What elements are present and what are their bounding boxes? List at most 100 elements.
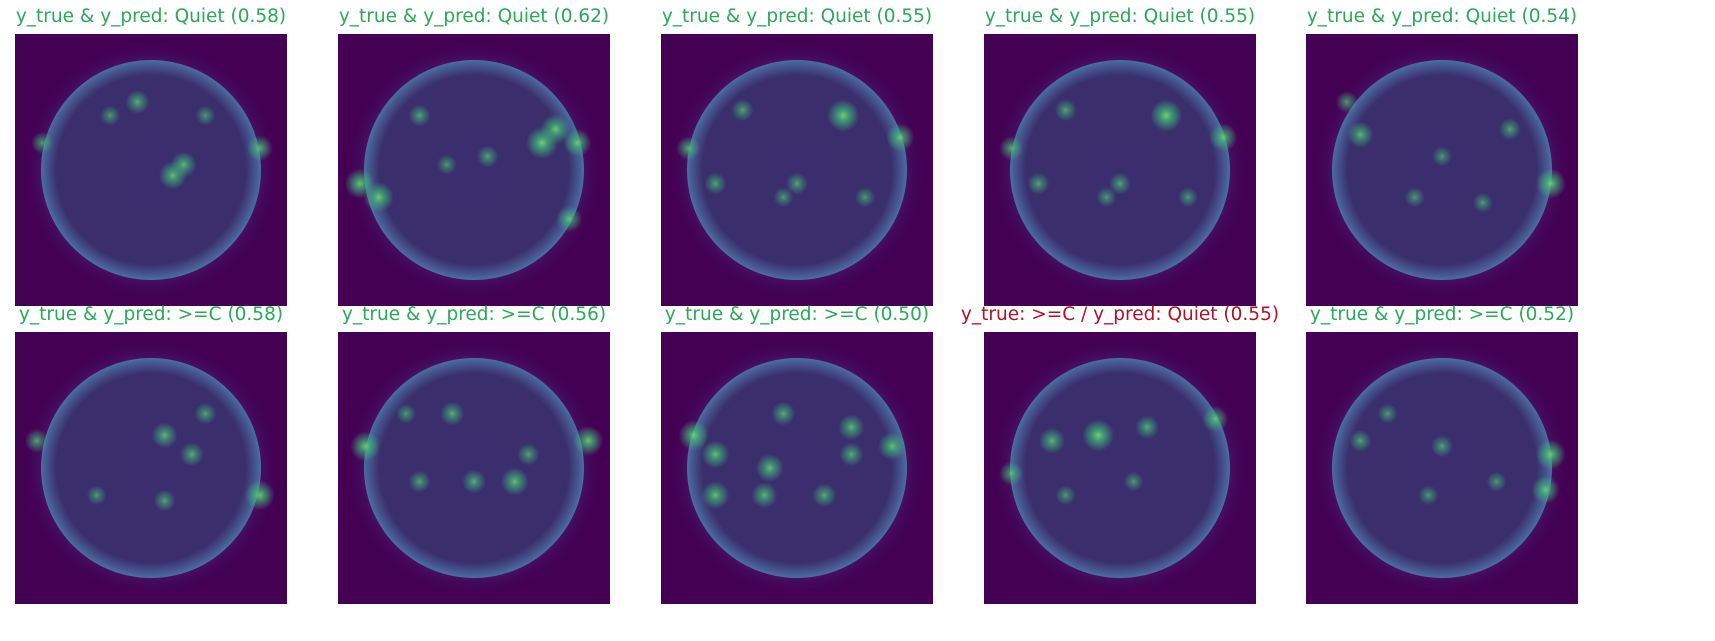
active-region xyxy=(999,136,1024,161)
active-region xyxy=(1404,187,1425,208)
active-region xyxy=(1123,471,1144,492)
active-region xyxy=(179,442,204,467)
active-region xyxy=(363,182,394,213)
solar-disk-image xyxy=(661,34,933,306)
solar-disk-image xyxy=(1306,34,1578,306)
panel-title: y_true & y_pred: Quiet (0.55) xyxy=(661,6,933,27)
active-region xyxy=(31,131,54,154)
active-region xyxy=(1431,435,1453,458)
panel-title: y_true & y_pred: Quiet (0.58) xyxy=(15,6,287,27)
panel-title: y_true & y_pred: >=C (0.58) xyxy=(18,304,284,325)
active-region xyxy=(755,454,784,482)
panel-title: y_true & y_pred: Quiet (0.55) xyxy=(984,6,1256,27)
active-region xyxy=(1135,415,1160,440)
active-region xyxy=(999,461,1024,486)
panel-3: y_true & y_pred: Quiet (0.55) xyxy=(661,0,933,312)
active-region xyxy=(773,187,794,208)
active-region xyxy=(1178,187,1198,208)
panel-8: y_true & y_pred: >=C (0.50) xyxy=(661,298,933,610)
active-region xyxy=(563,128,592,157)
solar-disk xyxy=(364,60,584,280)
solar-disk-image xyxy=(15,34,287,306)
active-region xyxy=(1054,99,1077,122)
solar-disk-image xyxy=(1306,332,1578,604)
active-region xyxy=(1039,427,1065,454)
active-region xyxy=(396,403,416,424)
active-region xyxy=(1535,439,1566,470)
panel-title: y_true & y_pred: >=C (0.52) xyxy=(1309,304,1575,325)
active-region xyxy=(786,172,808,195)
active-region xyxy=(556,205,583,232)
active-region xyxy=(1055,485,1076,506)
active-region xyxy=(1109,172,1131,195)
active-region xyxy=(886,123,915,152)
solar-disk xyxy=(364,358,584,578)
active-region xyxy=(408,470,431,493)
active-region xyxy=(676,136,701,161)
active-region xyxy=(125,90,150,114)
solar-disk-image xyxy=(984,332,1256,604)
panel-6: y_true & y_pred: >=C (0.58) xyxy=(15,298,287,610)
active-region xyxy=(678,420,709,451)
active-region xyxy=(1150,99,1183,132)
active-region xyxy=(573,425,604,456)
active-region xyxy=(194,402,217,425)
active-region xyxy=(1499,118,1521,141)
active-region xyxy=(1209,123,1238,152)
panel-1: y_true & y_pred: Quiet (0.58) xyxy=(15,0,287,312)
active-region xyxy=(701,440,730,469)
active-region xyxy=(1027,172,1050,195)
active-region xyxy=(1349,429,1372,452)
active-region xyxy=(771,401,796,426)
active-region xyxy=(701,481,730,510)
active-region xyxy=(731,99,754,122)
active-region xyxy=(24,428,49,453)
active-region xyxy=(151,422,178,449)
solar-disk xyxy=(1332,60,1552,280)
panel-title: y_true & y_pred: >=C (0.56) xyxy=(341,304,607,325)
active-region xyxy=(1202,406,1229,433)
active-region xyxy=(436,154,457,175)
active-region xyxy=(86,485,107,506)
active-region xyxy=(244,480,275,511)
solar-disk-image xyxy=(15,332,287,604)
solar-disk-image xyxy=(661,332,933,604)
panel-5: y_true & y_pred: Quiet (0.54) xyxy=(1306,0,1578,312)
solar-disk-image xyxy=(338,332,610,604)
panel-title: y_true & y_pred: Quiet (0.54) xyxy=(1306,6,1578,27)
active-region xyxy=(1418,485,1439,506)
active-region xyxy=(1082,419,1115,452)
active-region xyxy=(878,432,907,461)
active-region xyxy=(1096,187,1117,208)
panel-10: y_true & y_pred: >=C (0.52) xyxy=(1306,298,1578,610)
active-region xyxy=(100,105,121,126)
active-region xyxy=(170,151,197,178)
panel-title: y_true: >=C / y_pred: Quiet (0.55) xyxy=(960,304,1280,325)
panel-2: y_true & y_pred: Quiet (0.62) xyxy=(338,0,610,312)
active-region xyxy=(1347,121,1374,148)
active-region xyxy=(350,431,381,462)
active-region xyxy=(1472,192,1493,213)
active-region xyxy=(1531,475,1560,504)
solar-disk-image xyxy=(984,34,1256,306)
active-region xyxy=(476,145,499,168)
active-region xyxy=(462,469,486,494)
solar-disk xyxy=(41,358,261,578)
panel-title: y_true & y_pred: >=C (0.50) xyxy=(664,304,930,325)
active-region xyxy=(812,483,837,508)
active-region xyxy=(751,482,778,509)
active-region xyxy=(195,105,216,126)
active-region xyxy=(153,489,176,512)
active-region xyxy=(1377,403,1398,424)
active-region xyxy=(517,443,540,466)
active-region xyxy=(1335,91,1358,113)
active-region xyxy=(855,187,875,208)
active-region xyxy=(1486,471,1507,492)
active-region xyxy=(408,104,431,127)
active-region xyxy=(440,401,465,426)
active-region xyxy=(246,135,273,162)
solar-disk xyxy=(1332,358,1552,578)
panel-title: y_true & y_pred: Quiet (0.62) xyxy=(338,6,610,27)
panel-4: y_true & y_pred: Quiet (0.55) xyxy=(984,0,1256,312)
